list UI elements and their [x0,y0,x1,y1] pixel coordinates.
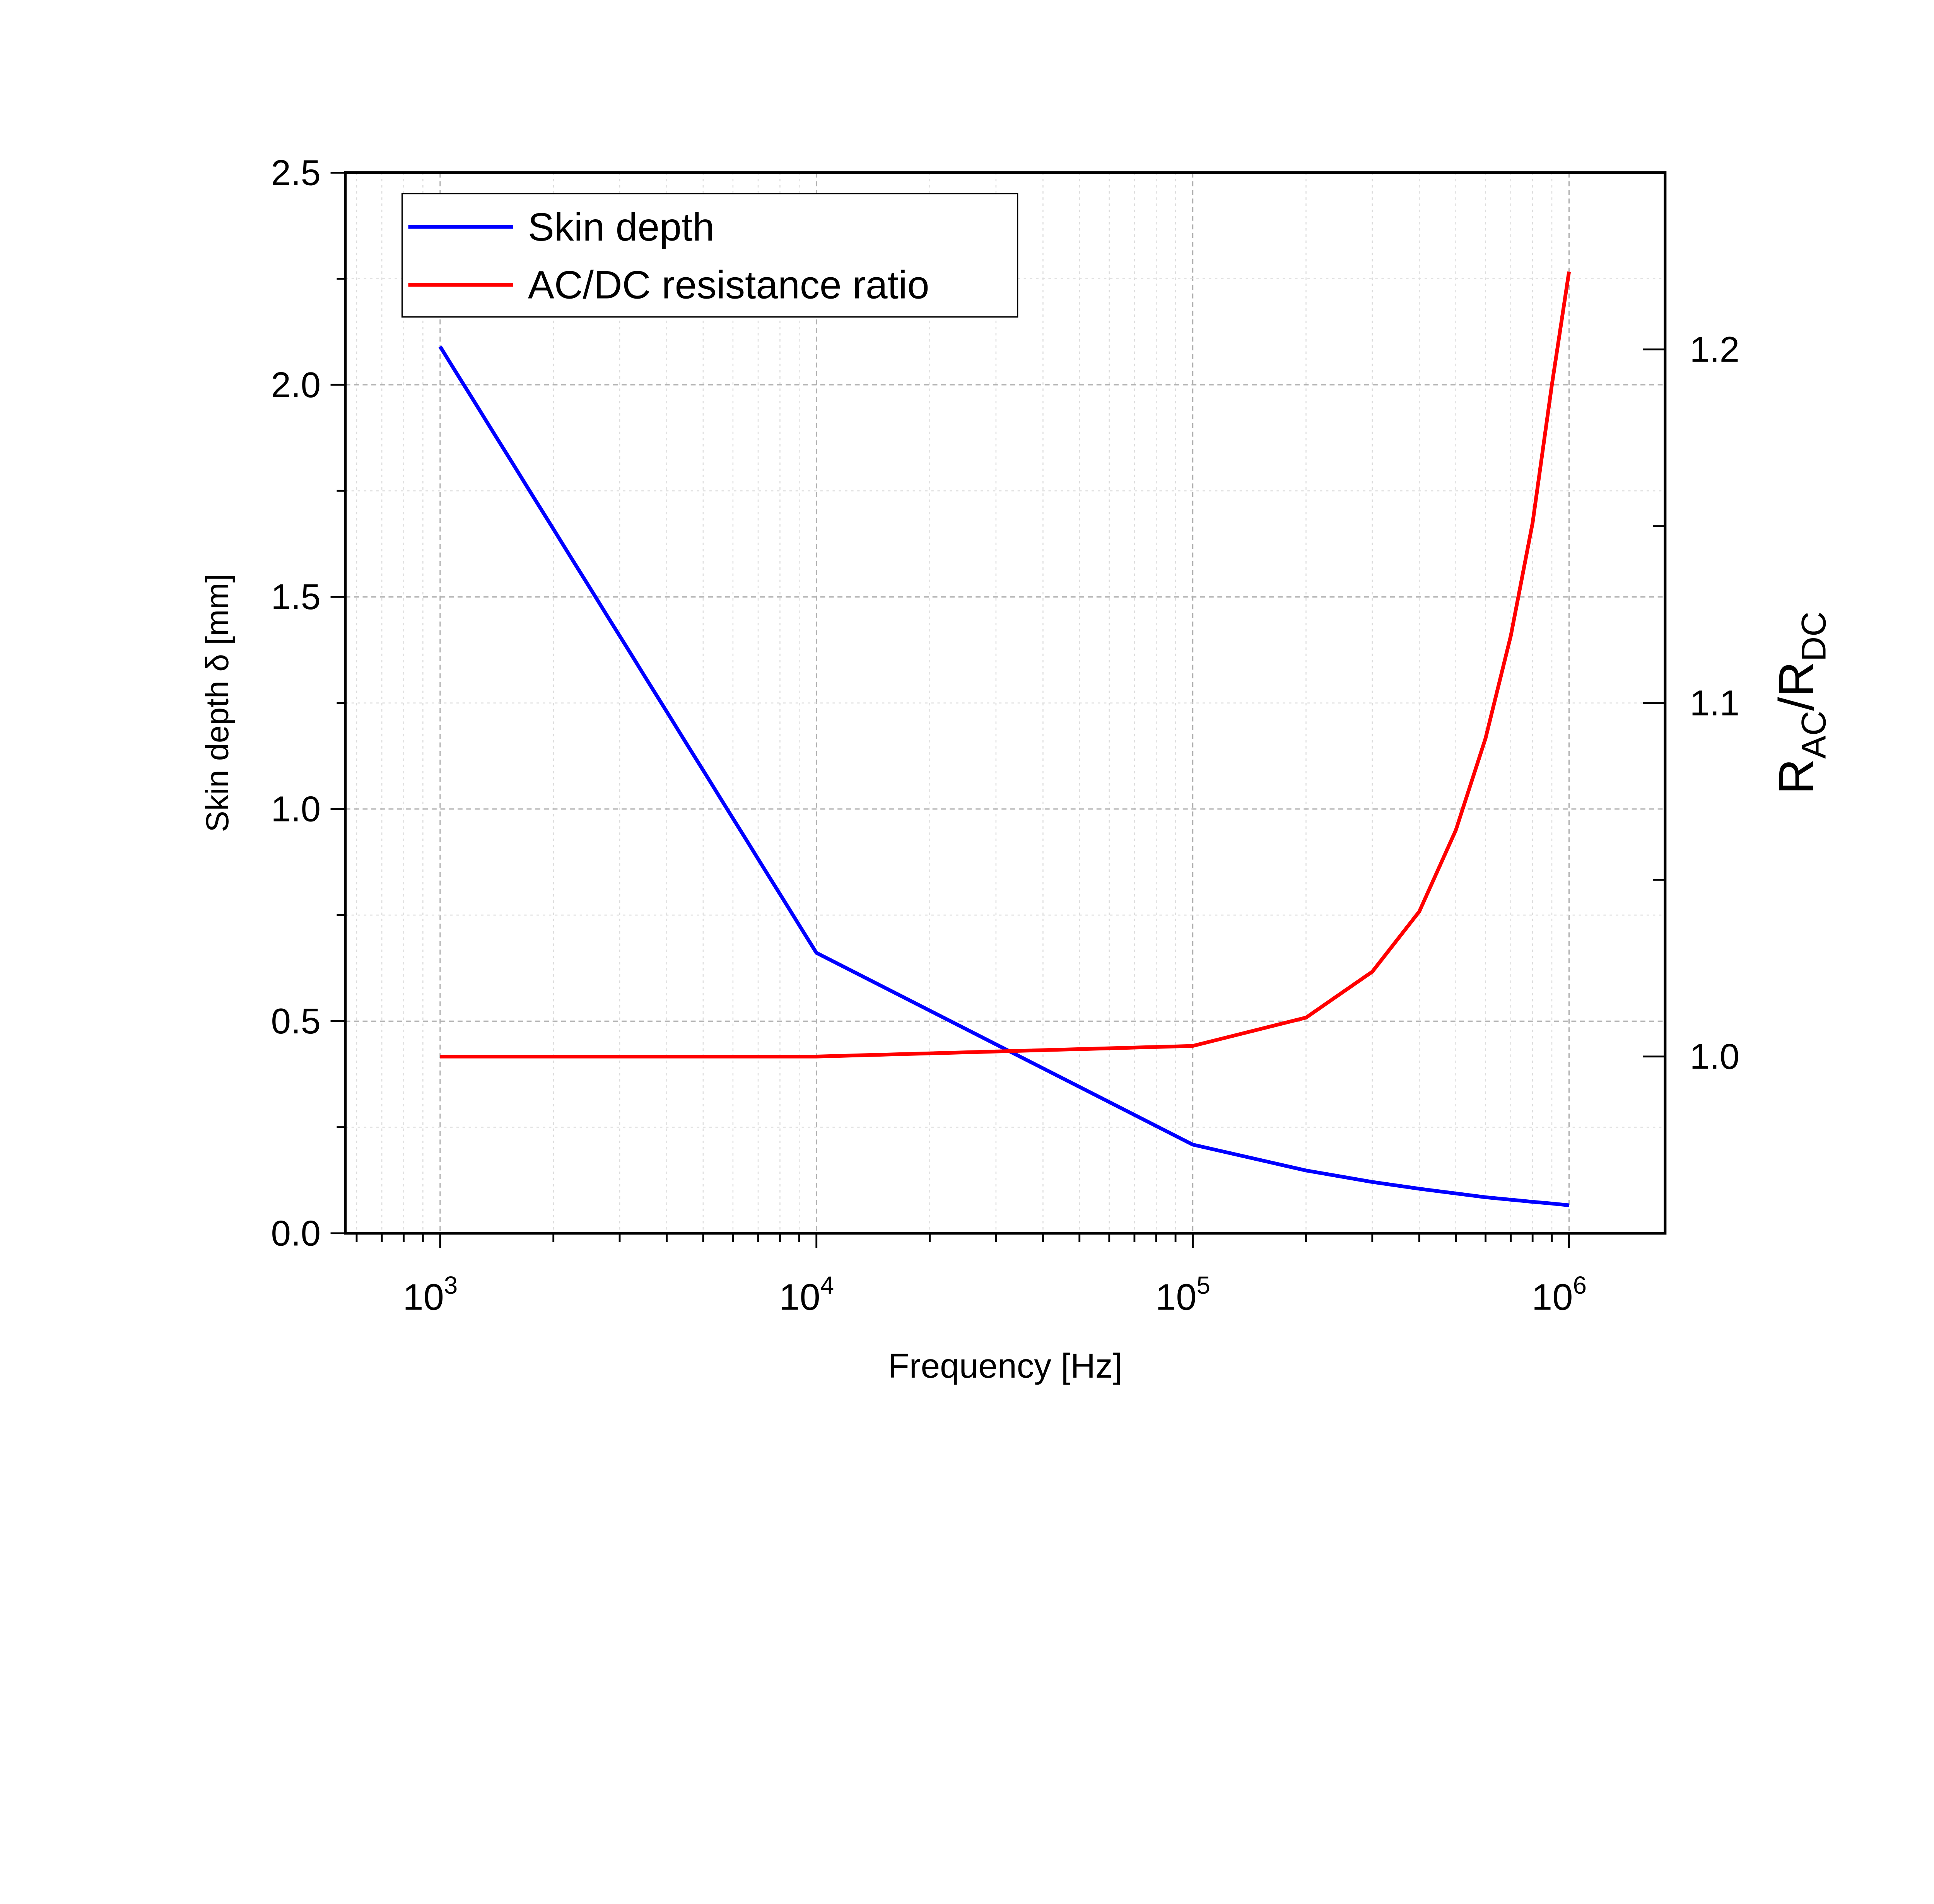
y-right-tick-label: 1.0 [1690,1037,1740,1077]
x-axis-label: Frequency [Hz] [888,1346,1122,1385]
x-tick-label-base: 10 [1155,1276,1196,1318]
y-left-tick-label: 0.0 [271,1213,321,1253]
x-tick-label: 106 [1532,1271,1587,1318]
y-left-tick-label: 2.0 [271,365,321,405]
legend: Skin depth AC/DC resistance ratio [401,193,1018,318]
x-tick-label-base: 10 [403,1276,444,1318]
series-line-skin-depth [438,345,1569,1207]
x-tick-label-exponent: 6 [1573,1271,1586,1299]
series-layer [438,271,1571,1207]
series-line-resistance-ratio [440,271,1571,1059]
grid [345,172,1665,1233]
chart: 103 104 105 1060.00.51.01.52.02.51.01.11.2 … [199,152,1833,1385]
y-left-tick-label: 0.5 [271,1001,321,1041]
y-left-tick-label: 2.5 [271,152,321,193]
legend-label: Skin depth [528,205,714,249]
x-tick-label-base: 10 [779,1276,820,1318]
x-tick-label: 105 [1155,1271,1210,1318]
y-axis-right-label-slash: /R [1769,661,1824,711]
y-axis-left-label: Skin depth δ [mm] [199,574,235,832]
legend-box [401,193,1018,318]
y-axis-right-label-sub2: DC [1794,611,1833,661]
x-tick-label-exponent: 3 [444,1271,458,1299]
y-left-tick-label: 1.5 [271,577,321,617]
y-left-tick-label: 1.0 [271,789,321,829]
x-tick-label-exponent: 4 [820,1271,834,1299]
y-right-tick-label: 1.2 [1690,329,1740,369]
x-tick-label-exponent: 5 [1197,1271,1210,1299]
y-axis-right-label-sub1: AC [1794,711,1833,759]
y-right-tick-label: 1.1 [1690,683,1740,723]
y-axis-right-label-base: R [1769,759,1824,794]
x-tick-label: 103 [403,1271,458,1318]
x-tick-label: 104 [779,1271,834,1318]
y-axis-right-label: RAC/RDC [1769,611,1833,794]
legend-label: AC/DC resistance ratio [528,263,929,307]
x-tick-label-base: 10 [1532,1276,1573,1318]
